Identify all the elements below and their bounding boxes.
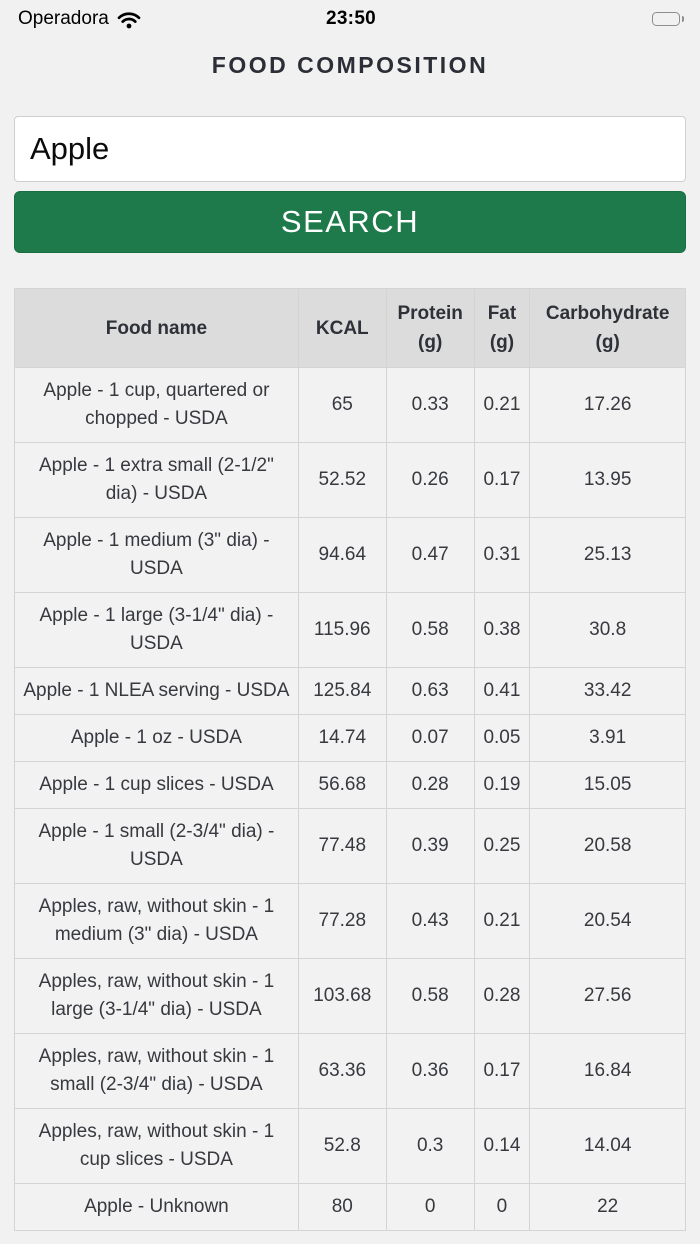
fat-cell: 0 — [473, 1183, 531, 1231]
food-table-body: Apple - 1 cup, quartered or chopped - US… — [14, 367, 686, 1231]
protein-cell: 0.36 — [385, 1033, 475, 1109]
results-table: Food name KCAL Protein (g) Fat (g) Carbohydr… — [14, 288, 686, 1231]
protein-cell: 0.33 — [385, 367, 475, 443]
status-bar-right — [376, 12, 685, 26]
kcal-cell: 77.28 — [297, 883, 387, 959]
kcal-cell: 14.74 — [297, 714, 387, 762]
food-name-cell: Apple - 1 medium (3" dia) - USDA — [14, 517, 299, 593]
kcal-cell: 103.68 — [297, 958, 387, 1034]
protein-cell: 0 — [385, 1183, 475, 1231]
table-row[interactable]: Apple - 1 cup, quartered or chopped - US… — [14, 367, 686, 443]
table-row[interactable]: Apple - 1 cup slices - USDA 56.68 0.28 0.19… — [14, 761, 686, 809]
protein-cell: 0.39 — [385, 808, 475, 884]
fat-cell: 0.19 — [473, 761, 531, 809]
carbohydrate-cell: 14.04 — [529, 1108, 686, 1184]
fat-cell: 0.21 — [473, 367, 531, 443]
column-header: Food name — [14, 288, 299, 368]
protein-cell: 0.47 — [385, 517, 475, 593]
carrier-label: Operadora — [18, 8, 109, 29]
column-header: Protein (g) — [385, 288, 475, 368]
food-name-cell: Apples, raw, without skin - 1 medium (3"… — [14, 883, 299, 959]
fat-cell: 0.25 — [473, 808, 531, 884]
table-row[interactable]: Apple - 1 small (2-3/4" dia) - USDA 77.48… — [14, 808, 686, 884]
fat-cell: 0.41 — [473, 667, 531, 715]
table-row[interactable]: Apple - 1 large (3-1/4" dia) - USDA 115.9… — [14, 592, 686, 668]
table-row[interactable]: Apple - 1 NLEA serving - USDA 125.84 0.63 0… — [14, 667, 686, 715]
protein-cell: 0.63 — [385, 667, 475, 715]
kcal-cell: 77.48 — [297, 808, 387, 884]
kcal-cell: 56.68 — [297, 761, 387, 809]
food-name-cell: Apple - 1 cup, quartered or chopped - US… — [14, 367, 299, 443]
table-header-row: Food name KCAL Protein (g) Fat (g) Carbohydr… — [14, 288, 686, 368]
fat-cell: 0.38 — [473, 592, 531, 668]
protein-cell: 0.58 — [385, 592, 475, 668]
search-input[interactable] — [14, 116, 686, 182]
status-bar: Operadora 23:50 — [0, 0, 700, 36]
table-row[interactable]: Apple - 1 oz - USDA 14.74 0.07 0.05 3.91 — [14, 714, 686, 762]
protein-cell: 0.26 — [385, 442, 475, 518]
carbohydrate-cell: 25.13 — [529, 517, 686, 593]
food-name-cell: Apple - 1 extra small (2-1/2" dia) - USD… — [14, 442, 299, 518]
table-row[interactable]: Apples, raw, without skin - 1 cup slices… — [14, 1108, 686, 1184]
table-row[interactable]: Apple - 1 medium (3" dia) - USDA 94.64 0.4… — [14, 517, 686, 593]
column-header: KCAL — [297, 288, 387, 368]
food-name-cell: Apple - 1 NLEA serving - USDA — [14, 667, 299, 715]
food-name-cell: Apple - 1 oz - USDA — [14, 714, 299, 762]
table-header: Food name KCAL Protein (g) Fat (g) Carbohydr… — [14, 288, 686, 368]
battery-icon — [652, 12, 685, 26]
protein-cell: 0.28 — [385, 761, 475, 809]
kcal-cell: 80 — [297, 1183, 387, 1231]
protein-cell: 0.3 — [385, 1108, 475, 1184]
table-row[interactable]: Apples, raw, without skin - 1 small (2-3… — [14, 1033, 686, 1109]
protein-cell: 0.43 — [385, 883, 475, 959]
status-bar-left: Operadora — [18, 8, 326, 30]
carbohydrate-cell: 27.56 — [529, 958, 686, 1034]
table-row[interactable]: Apple - 1 extra small (2-1/2" dia) - USD… — [14, 442, 686, 518]
food-name-cell: Apple - 1 large (3-1/4" dia) - USDA — [14, 592, 299, 668]
fat-cell: 0.17 — [473, 1033, 531, 1109]
kcal-cell: 52.8 — [297, 1108, 387, 1184]
kcal-cell: 115.96 — [297, 592, 387, 668]
food-name-cell: Apples, raw, without skin - 1 cup slices… — [14, 1108, 299, 1184]
carbohydrate-cell: 22 — [529, 1183, 686, 1231]
fat-cell: 0.14 — [473, 1108, 531, 1184]
food-name-cell: Apples, raw, without skin - 1 small (2-3… — [14, 1033, 299, 1109]
fat-cell: 0.17 — [473, 442, 531, 518]
kcal-cell: 94.64 — [297, 517, 387, 593]
carbohydrate-cell: 16.84 — [529, 1033, 686, 1109]
fat-cell: 0.31 — [473, 517, 531, 593]
carbohydrate-cell: 15.05 — [529, 761, 686, 809]
fat-cell: 0.28 — [473, 958, 531, 1034]
column-header: Carbohydrate (g) — [529, 288, 686, 368]
kcal-cell: 65 — [297, 367, 387, 443]
clock: 23:50 — [325, 8, 377, 29]
table-row[interactable]: Apples, raw, without skin - 1 large (3-1… — [14, 958, 686, 1034]
carbohydrate-cell: 20.54 — [529, 883, 686, 959]
kcal-cell: 52.52 — [297, 442, 387, 518]
carbohydrate-cell: 17.26 — [529, 367, 686, 443]
protein-cell: 0.07 — [385, 714, 475, 762]
kcal-cell: 63.36 — [297, 1033, 387, 1109]
kcal-cell: 125.84 — [297, 667, 387, 715]
fat-cell: 0.05 — [473, 714, 531, 762]
fat-cell: 0.21 — [473, 883, 531, 959]
column-header: Fat (g) — [473, 288, 531, 368]
wifi-icon — [117, 9, 141, 29]
carbohydrate-cell: 30.8 — [529, 592, 686, 668]
food-name-cell: Apple - Unknown — [14, 1183, 299, 1231]
carbohydrate-cell: 13.95 — [529, 442, 686, 518]
food-name-cell: Apple - 1 small (2-3/4" dia) - USDA — [14, 808, 299, 884]
carbohydrate-cell: 20.58 — [529, 808, 686, 884]
page-title: FOOD COMPOSITION — [211, 52, 489, 78]
protein-cell: 0.58 — [385, 958, 475, 1034]
status-bar-center: 23:50 — [326, 8, 376, 30]
table-row[interactable]: Apples, raw, without skin - 1 medium (3"… — [14, 883, 686, 959]
search-button[interactable]: SEARCH — [14, 191, 686, 253]
carbohydrate-cell: 3.91 — [529, 714, 686, 762]
carbohydrate-cell: 33.42 — [529, 667, 686, 715]
table-row[interactable]: Apple - Unknown 80 0 0 22 — [14, 1183, 686, 1231]
food-name-cell: Apple - 1 cup slices - USDA — [14, 761, 299, 809]
food-name-cell: Apples, raw, without skin - 1 large (3-1… — [14, 958, 299, 1034]
